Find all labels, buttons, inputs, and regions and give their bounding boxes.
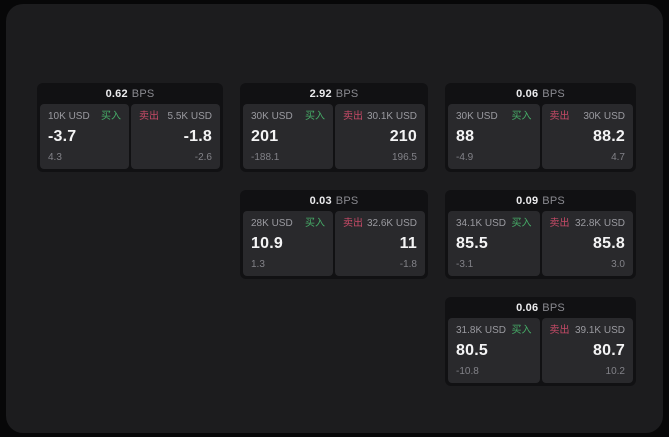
bps-value: 0.03 xyxy=(309,194,332,207)
sell-panel[interactable]: 卖出 32.6K USD 11 -1.8 xyxy=(335,211,425,276)
buy-amount: 30K USD xyxy=(456,111,498,122)
buy-amount: 34.1K USD xyxy=(456,218,507,229)
price-card-2: 2.92 BPS 30K USD 买入 201 -188.1 卖出 30.1K … xyxy=(240,83,428,172)
sell-side-label: 卖出 xyxy=(343,111,363,122)
buy-amount: 30K USD xyxy=(251,111,293,122)
bps-header: 2.92 BPS xyxy=(243,83,425,104)
bps-value: 0.09 xyxy=(516,194,539,207)
price-card-5: 0.09 BPS 34.1K USD 买入 85.5 -3.1 卖出 32.8K… xyxy=(445,190,636,279)
buy-delta: -10.8 xyxy=(456,366,479,377)
price-card-1: 0.62 BPS 10K USD 买入 -3.7 4.3 卖出 5.5K USD xyxy=(37,83,223,172)
sell-price: 80.7 xyxy=(593,342,625,360)
buy-price: 80.5 xyxy=(456,342,488,360)
price-card-6: 0.06 BPS 31.8K USD 买入 80.5 -10.8 卖出 39.1… xyxy=(445,297,636,386)
buy-delta: -3.1 xyxy=(456,259,474,270)
buy-side-label: 买入 xyxy=(305,111,325,122)
sell-panel[interactable]: 卖出 39.1K USD 80.7 10.2 xyxy=(541,318,633,383)
sell-delta: 196.5 xyxy=(391,152,417,163)
sell-panel[interactable]: 卖出 5.5K USD -1.8 -2.6 xyxy=(131,104,220,169)
buy-amount: 10K USD xyxy=(48,111,90,122)
buy-price: 85.5 xyxy=(456,235,488,253)
bps-unit-label: BPS xyxy=(542,87,565,100)
buy-panel[interactable]: 31.8K USD 买入 80.5 -10.8 xyxy=(448,318,540,383)
buy-price: 10.9 xyxy=(251,235,283,253)
buy-panel[interactable]: 28K USD 买入 10.9 1.3 xyxy=(243,211,333,276)
sell-delta: 3.0 xyxy=(611,259,625,270)
sell-side-label: 卖出 xyxy=(549,218,570,229)
sell-price: 88.2 xyxy=(593,128,625,146)
sell-amount: 32.8K USD xyxy=(574,218,625,229)
sell-price: 85.8 xyxy=(593,235,625,253)
buy-panel[interactable]: 30K USD 买入 201 -188.1 xyxy=(243,104,333,169)
bps-unit-label: BPS xyxy=(335,87,359,100)
buy-price: -3.7 xyxy=(48,128,77,146)
buy-delta: -4.9 xyxy=(456,152,474,163)
sell-price: 210 xyxy=(389,128,417,146)
bps-value: 0.06 xyxy=(516,87,539,100)
sell-amount: 32.6K USD xyxy=(366,218,417,229)
bps-header: 0.06 BPS xyxy=(448,83,633,104)
bps-value: 2.92 xyxy=(309,87,332,100)
buy-delta: 4.3 xyxy=(48,152,62,163)
buy-panel[interactable]: 34.1K USD 买入 85.5 -3.1 xyxy=(448,211,540,276)
buy-price: 88 xyxy=(456,128,475,146)
sell-amount: 30K USD xyxy=(583,111,625,122)
sell-price: 11 xyxy=(399,235,417,253)
buy-side-label: 买入 xyxy=(511,111,532,122)
bps-unit-label: BPS xyxy=(542,194,565,207)
sell-side-label: 卖出 xyxy=(549,111,570,122)
price-card-4: 0.03 BPS 28K USD 买入 10.9 1.3 卖出 32.6K US… xyxy=(240,190,428,279)
buy-side-label: 买入 xyxy=(101,111,121,122)
sell-delta: 4.7 xyxy=(611,152,625,163)
bps-unit-label: BPS xyxy=(131,87,155,100)
buy-side-label: 买入 xyxy=(305,218,325,229)
sell-panel[interactable]: 卖出 32.8K USD 85.8 3.0 xyxy=(541,211,633,276)
buy-side-label: 买入 xyxy=(511,325,532,336)
sell-delta: -1.8 xyxy=(399,259,417,270)
bps-header: 0.03 BPS xyxy=(243,190,425,211)
buy-side-label: 买入 xyxy=(511,218,532,229)
buy-panel[interactable]: 10K USD 买入 -3.7 4.3 xyxy=(40,104,129,169)
bps-header: 0.09 BPS xyxy=(448,190,633,211)
sell-delta: 10.2 xyxy=(605,366,625,377)
sell-amount: 39.1K USD xyxy=(574,325,625,336)
sell-panel[interactable]: 卖出 30.1K USD 210 196.5 xyxy=(335,104,425,169)
bps-unit-label: BPS xyxy=(542,301,565,314)
sell-price: -1.8 xyxy=(183,128,212,146)
buy-delta: -188.1 xyxy=(251,152,280,163)
sell-delta: -2.6 xyxy=(194,152,212,163)
sell-panel[interactable]: 卖出 30K USD 88.2 4.7 xyxy=(541,104,633,169)
buy-price: 201 xyxy=(251,128,279,146)
sell-amount: 5.5K USD xyxy=(167,111,212,122)
bps-value: 0.06 xyxy=(516,301,539,314)
trading-panel: 0.62 BPS 10K USD 买入 -3.7 4.3 卖出 5.5K USD xyxy=(6,4,663,433)
buy-amount: 31.8K USD xyxy=(456,325,507,336)
buy-panel[interactable]: 30K USD 买入 88 -4.9 xyxy=(448,104,540,169)
buy-amount: 28K USD xyxy=(251,218,293,229)
sell-side-label: 卖出 xyxy=(549,325,570,336)
bps-header: 0.06 BPS xyxy=(448,297,633,318)
sell-side-label: 卖出 xyxy=(343,218,363,229)
sell-side-label: 卖出 xyxy=(139,111,159,122)
bps-header: 0.62 BPS xyxy=(40,83,220,104)
buy-delta: 1.3 xyxy=(251,259,265,270)
price-card-3: 0.06 BPS 30K USD 买入 88 -4.9 卖出 30K USD xyxy=(445,83,636,172)
price-cards-grid: 0.62 BPS 10K USD 买入 -3.7 4.3 卖出 5.5K USD xyxy=(37,83,636,386)
sell-amount: 30.1K USD xyxy=(366,111,417,122)
bps-value: 0.62 xyxy=(105,87,128,100)
bps-unit-label: BPS xyxy=(335,194,359,207)
